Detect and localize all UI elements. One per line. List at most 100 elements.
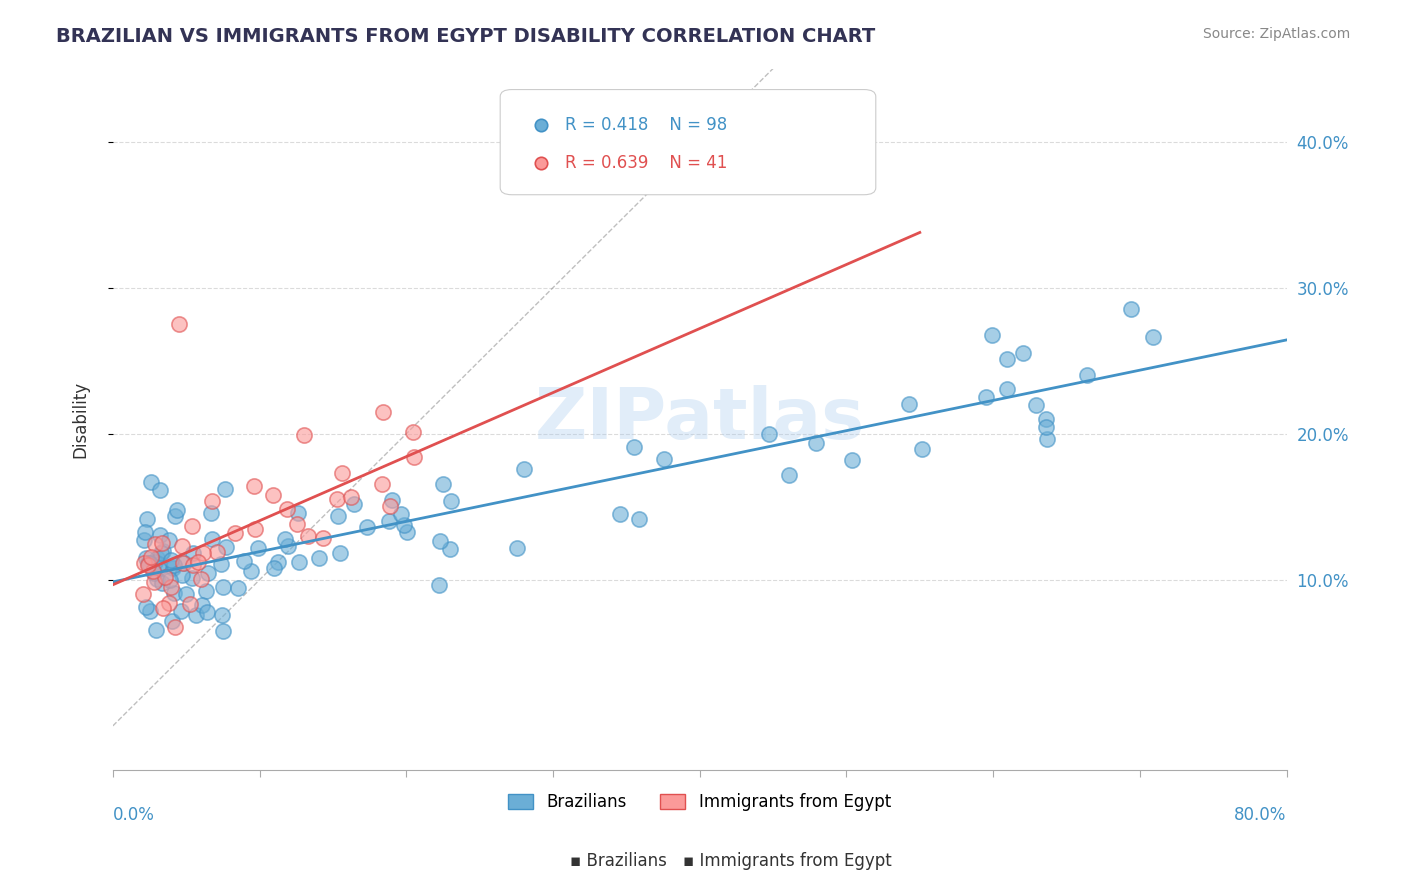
Immigrants from Egypt [402, 425, 425, 439]
Y-axis label: Disability: Disability [72, 381, 89, 458]
Brazilians [995, 382, 1018, 396]
Brazilians [152, 544, 174, 558]
Brazilians [778, 467, 800, 482]
Brazilians [150, 575, 173, 590]
Text: R = 0.418    N = 98: R = 0.418 N = 98 [565, 116, 727, 134]
Brazilians [211, 607, 233, 622]
Brazilians [211, 624, 233, 638]
Brazilians [378, 514, 401, 528]
Brazilians [627, 511, 650, 525]
Brazilians [150, 546, 173, 560]
Brazilians [209, 557, 232, 571]
Brazilians [392, 517, 415, 532]
Brazilians [898, 397, 921, 411]
Immigrants from Egypt [325, 491, 347, 506]
Immigrants from Egypt [285, 516, 308, 531]
Brazilians [288, 555, 311, 569]
Brazilians [191, 598, 214, 612]
Brazilians [194, 583, 217, 598]
Immigrants from Egypt [143, 537, 166, 551]
Brazilians [308, 550, 330, 565]
Immigrants from Egypt [136, 558, 159, 573]
Brazilians [173, 556, 195, 570]
Brazilians [652, 452, 675, 467]
Text: ▪ Immigrants from Egypt: ▪ Immigrants from Egypt [683, 852, 891, 870]
Immigrants from Egypt [150, 536, 173, 550]
Brazilians [201, 532, 224, 546]
Brazilians [142, 566, 165, 580]
Brazilians [148, 558, 170, 572]
Brazilians [214, 482, 236, 496]
Brazilians [974, 390, 997, 404]
Brazilians [981, 328, 1004, 343]
Brazilians [396, 525, 419, 540]
Text: BRAZILIAN VS IMMIGRANTS FROM EGYPT DISABILITY CORRELATION CHART: BRAZILIAN VS IMMIGRANTS FROM EGYPT DISAB… [56, 27, 876, 45]
Brazilians [214, 540, 236, 554]
Immigrants from Egypt [402, 450, 425, 464]
Brazilians [162, 615, 184, 629]
Brazilians [1035, 419, 1057, 434]
Immigrants from Egypt [243, 479, 266, 493]
Brazilians [170, 604, 193, 618]
Brazilians [804, 435, 827, 450]
Legend: Brazilians, Immigrants from Egypt: Brazilians, Immigrants from Egypt [502, 786, 897, 817]
Immigrants from Egypt [167, 317, 190, 331]
Immigrants from Egypt [297, 529, 319, 543]
Brazilians [135, 551, 157, 566]
Brazilians [159, 573, 181, 587]
Immigrants from Egypt [243, 522, 266, 536]
Brazilians [287, 506, 309, 520]
Immigrants from Egypt [132, 556, 155, 570]
Immigrants from Egypt [132, 586, 155, 600]
Text: ▪ Brazilians: ▪ Brazilians [571, 852, 666, 870]
Brazilians [1025, 398, 1047, 412]
Brazilians [326, 508, 349, 523]
Brazilians [623, 441, 645, 455]
Immigrants from Egypt [190, 572, 212, 586]
Brazilians [427, 578, 450, 592]
Brazilians [277, 539, 299, 553]
Immigrants from Egypt [139, 550, 162, 565]
Brazilians [146, 550, 169, 565]
Brazilians [429, 533, 451, 548]
Brazilians [172, 567, 194, 582]
Immigrants from Egypt [187, 555, 209, 569]
Brazilians [132, 533, 155, 548]
Brazilians [157, 533, 180, 547]
Brazilians [266, 555, 288, 569]
Brazilians [134, 524, 156, 539]
Brazilians [226, 581, 249, 595]
Brazilians [439, 541, 461, 556]
Immigrants from Egypt [157, 596, 180, 610]
Brazilians [512, 462, 534, 476]
Immigrants from Egypt [181, 558, 204, 572]
Brazilians [995, 352, 1018, 367]
Brazilians [197, 566, 219, 580]
Brazilians [609, 508, 631, 522]
Brazilians [181, 571, 204, 585]
Immigrants from Egypt [330, 467, 353, 481]
FancyBboxPatch shape [501, 89, 876, 194]
Brazilians [1035, 412, 1057, 426]
Brazilians [1142, 330, 1164, 344]
Brazilians [342, 497, 364, 511]
Text: 0.0%: 0.0% [112, 806, 155, 824]
Brazilians [163, 586, 186, 600]
Immigrants from Egypt [142, 574, 165, 589]
Immigrants from Egypt [378, 499, 401, 513]
Brazilians [165, 509, 187, 524]
Immigrants from Egypt [340, 490, 363, 504]
Brazilians [146, 572, 169, 586]
Immigrants from Egypt [292, 427, 315, 442]
Brazilians [141, 475, 163, 490]
Immigrants from Egypt [179, 597, 201, 611]
Brazilians [274, 532, 297, 546]
Immigrants from Egypt [201, 493, 224, 508]
Text: R = 0.639    N = 41: R = 0.639 N = 41 [565, 154, 727, 172]
Brazilians [163, 558, 186, 573]
Brazilians [166, 503, 188, 517]
Brazilians [911, 442, 934, 456]
Immigrants from Egypt [224, 526, 246, 541]
Immigrants from Egypt [207, 544, 229, 558]
Brazilians [149, 483, 172, 498]
